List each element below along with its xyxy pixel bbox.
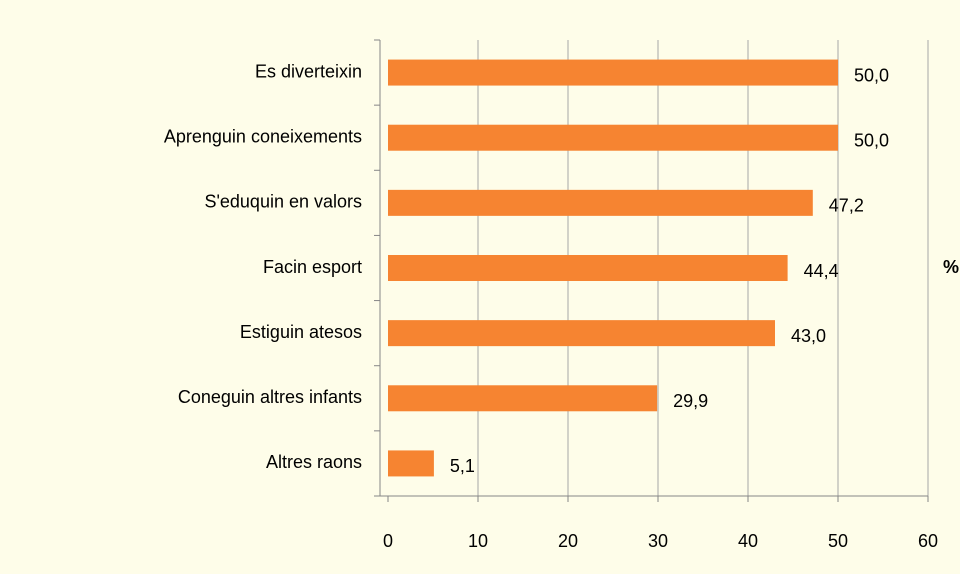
x-tick-label: 50	[828, 531, 848, 551]
bar	[388, 189, 813, 216]
value-label: 50,0	[854, 130, 889, 150]
bar	[388, 450, 434, 477]
y-tick-label: Facin esport	[263, 257, 362, 277]
y-tick-label: Es diverteixin	[255, 61, 362, 81]
x-tick-label: 20	[558, 531, 578, 551]
y-tick-label: S'eduquin en valors	[204, 192, 362, 212]
bar	[388, 255, 788, 281]
bar	[388, 124, 838, 151]
y-tick-label: Estiguin atesos	[240, 322, 362, 342]
x-tick-label: 0	[383, 531, 393, 551]
y-tick-label: Aprenguin coneixements	[164, 126, 362, 146]
x-tick-label: 10	[468, 531, 488, 551]
axis-label: %	[943, 257, 959, 277]
bar	[388, 59, 838, 86]
bar	[388, 320, 775, 347]
value-label: 44,4	[804, 261, 839, 281]
y-tick-label: Coneguin altres infants	[178, 387, 362, 407]
value-label: 29,9	[673, 391, 708, 411]
x-tick-label: 60	[918, 531, 938, 551]
value-label: 5,1	[450, 456, 475, 476]
value-label: 43,0	[791, 326, 826, 346]
x-tick-label: 40	[738, 531, 758, 551]
y-tick-label: Altres raons	[266, 452, 362, 472]
bar	[388, 385, 658, 412]
value-label: 50,0	[854, 65, 889, 85]
value-label: 47,2	[829, 196, 864, 216]
x-tick-label: 30	[648, 531, 668, 551]
